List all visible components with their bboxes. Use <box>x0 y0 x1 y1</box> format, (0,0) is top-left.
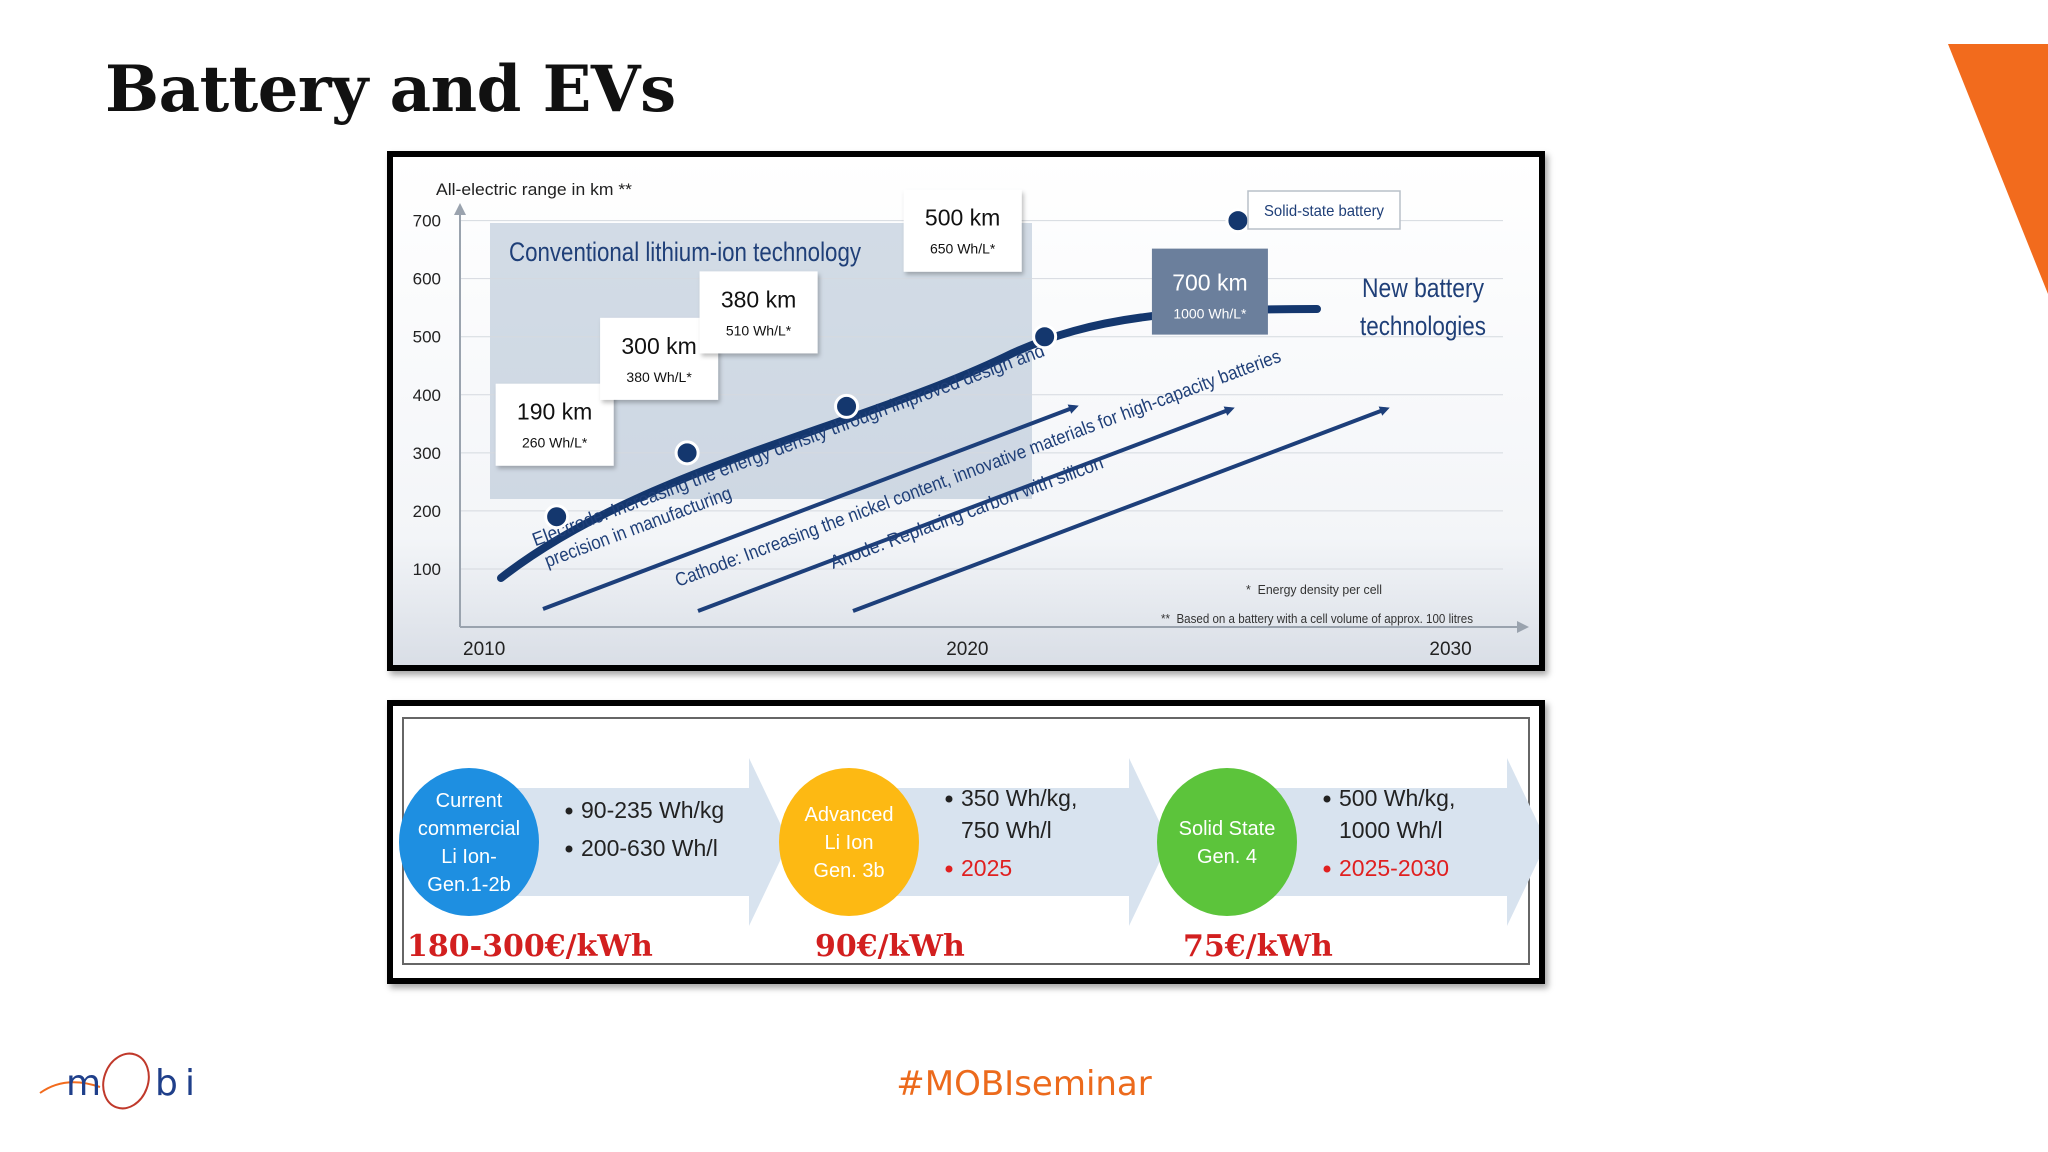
orange-accent-shape <box>1948 44 2048 294</box>
y-tick-label: 300 <box>413 444 441 463</box>
x-tick-label: 2020 <box>946 639 988 660</box>
datapoint-label-box <box>903 189 1022 272</box>
battery-generations-panel: Current commercial Li Ion- Gen.1-2b 90-235 W… <box>387 700 1545 984</box>
generation-arrow <box>869 758 1169 926</box>
battery-generations-graphic: Current commercial Li Ion- Gen.1-2b 90-235 W… <box>399 717 1539 965</box>
generation-arrow <box>489 758 789 926</box>
range-chart-frame: Conventional lithium-ion technology 100 2… <box>387 151 1545 671</box>
datapoint-label-box <box>1151 248 1268 335</box>
seminar-hashtag: #MOBIseminar <box>896 1064 1152 1104</box>
generation-spec: 200-630 Wh/l <box>581 835 718 861</box>
generation-circle <box>779 768 919 916</box>
bullet-dot <box>945 865 953 873</box>
generation-3: Solid State Gen. 4 500 Wh/kg, 1000 Wh/l 2025… <box>1157 758 1539 964</box>
svg-text:m: m <box>66 1063 101 1104</box>
electrode-arrow <box>542 404 1079 611</box>
generation-cost: 75€/kWh <box>1183 929 1333 964</box>
slide-title: Battery and EVs <box>105 52 676 127</box>
generation-circle-text: Gen.1-2b <box>427 874 510 896</box>
datapoint-range-label: 500 km <box>925 205 1000 231</box>
bullet-dot <box>565 807 573 815</box>
solid-state-label-box <box>1247 190 1401 230</box>
generation-circle-text: Current <box>436 790 503 812</box>
generation-cost: 180-300€/kWh <box>407 929 653 964</box>
datapoint-density-label: 380 Wh/L* <box>626 369 692 385</box>
generation-circle-text: Li Ion- <box>441 846 497 868</box>
generation-circle <box>1157 768 1297 916</box>
y-tick-label: 200 <box>413 502 441 521</box>
mobi-logo: m i b <box>39 1052 195 1110</box>
y-tick-label: 600 <box>413 270 441 289</box>
y-tick-label: 500 <box>413 328 441 347</box>
generation-1: Current commercial Li Ion- Gen.1-2b 90-235 W… <box>399 758 789 964</box>
datapoint-range-label: 190 km <box>517 399 592 425</box>
datapoint-density-label: 510 Wh/L* <box>726 322 792 338</box>
bullet-dot <box>1323 795 1331 803</box>
generation-spec: 350 Wh/kg, <box>961 785 1077 811</box>
generation-2: Advanced Li Ion Gen. 3b 350 Wh/kg, 750 Wh/l 2… <box>779 758 1169 964</box>
bullet-dot <box>1323 865 1331 873</box>
datapoint-range-label: 380 km <box>721 286 796 312</box>
bullet-dot <box>945 795 953 803</box>
datapoint-marker <box>544 504 570 530</box>
cathode-arrow <box>697 406 1235 613</box>
conventional-region-label: Conventional lithium-ion technology <box>509 237 861 267</box>
generation-circle-text: Advanced <box>805 804 894 826</box>
new-tech-label-line1: New battery <box>1362 273 1484 303</box>
svg-text:b: b <box>155 1063 178 1104</box>
datapoint-density-label: 260 Wh/L* <box>522 435 588 451</box>
footnote-energy-density: * Energy density per cell <box>1246 582 1382 597</box>
datapoint-density-label: 1000 Wh/L* <box>1173 306 1247 322</box>
datapoint-marker <box>1225 208 1251 234</box>
footnote-cell-volume: ** Based on a battery with a cell volume… <box>1161 611 1473 626</box>
generation-spec: 1000 Wh/l <box>1339 817 1443 843</box>
datapoint-range-label: 700 km <box>1172 270 1247 296</box>
generation-circle-text: Solid State <box>1179 818 1276 840</box>
range-chart: Conventional lithium-ion technology 100 2… <box>393 157 1539 665</box>
datapoint-marker <box>674 440 700 466</box>
generation-circle <box>399 768 539 916</box>
generation-circle-text: Li Ion <box>825 832 874 854</box>
datapoint-label-box <box>600 317 719 400</box>
generation-arrow <box>1247 758 1539 926</box>
generation-spec: 500 Wh/kg, <box>1339 785 1455 811</box>
generation-spec: 750 Wh/l <box>961 817 1052 843</box>
svg-text:i: i <box>185 1063 195 1104</box>
datapoint-density-label: 650 Wh/L* <box>930 241 996 257</box>
solid-state-label: Solid-state battery <box>1264 203 1384 220</box>
x-tick-label: 2010 <box>463 639 505 660</box>
generation-spec: 2025-2030 <box>1339 855 1449 881</box>
generation-spec: 90-235 Wh/kg <box>581 797 724 823</box>
datapoint-range-label: 300 km <box>621 333 696 359</box>
generation-circle-text: Gen. 4 <box>1197 846 1257 868</box>
bullet-dot <box>565 845 573 853</box>
y-tick-label: 700 <box>413 212 441 231</box>
generation-circle-text: commercial <box>418 818 520 840</box>
datapoint-label-box <box>495 383 614 466</box>
generation-cost: 90€/kWh <box>815 929 965 964</box>
anode-arrow <box>852 406 1390 613</box>
datapoint-label-box <box>699 271 818 354</box>
y-axis-label: All-electric range in km ** <box>436 180 632 199</box>
datapoint-marker <box>834 393 860 419</box>
generation-spec: 2025 <box>961 855 1012 881</box>
new-tech-label-line2: technologies <box>1360 311 1486 341</box>
x-tick-label: 2030 <box>1429 639 1471 660</box>
generation-circle-text: Gen. 3b <box>813 860 884 882</box>
y-tick-label: 400 <box>413 386 441 405</box>
y-tick-label: 100 <box>413 560 441 579</box>
datapoint-marker <box>1032 324 1058 350</box>
